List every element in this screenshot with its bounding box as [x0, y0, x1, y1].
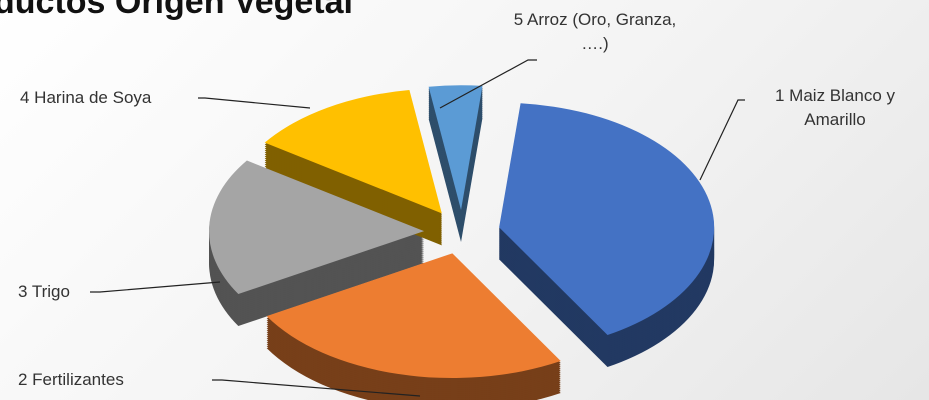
leader-line: [198, 97, 311, 109]
slice-label: 1 Maiz Blanco y Amarillo: [775, 86, 895, 129]
slice: [499, 103, 715, 336]
leader-line: [439, 59, 537, 109]
slice: [266, 253, 561, 379]
leader-line: [90, 281, 221, 293]
slice: [209, 160, 425, 295]
leader-line: [699, 99, 745, 181]
chart-title: ductos Origen Vegetal: [0, 0, 353, 21]
slice: [428, 85, 483, 210]
slice-label: 3 Trigo: [18, 282, 70, 301]
slice-label: 5 Arroz (Oro, Granza, ….): [513, 10, 677, 53]
slice-label: 2 Fertilizantes: [18, 370, 124, 389]
slice: [264, 90, 442, 214]
slice-label: 4 Harina de Soya: [20, 88, 152, 107]
leader-line: [212, 379, 421, 397]
